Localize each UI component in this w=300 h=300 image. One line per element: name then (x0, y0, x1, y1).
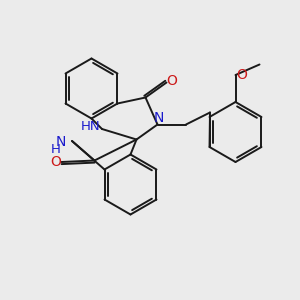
Text: O: O (50, 155, 61, 169)
Text: H: H (51, 143, 60, 156)
Text: O: O (166, 74, 177, 88)
Text: N: N (56, 136, 66, 149)
Text: N: N (154, 111, 164, 125)
Text: O: O (236, 68, 247, 82)
Text: HN: HN (81, 120, 100, 133)
